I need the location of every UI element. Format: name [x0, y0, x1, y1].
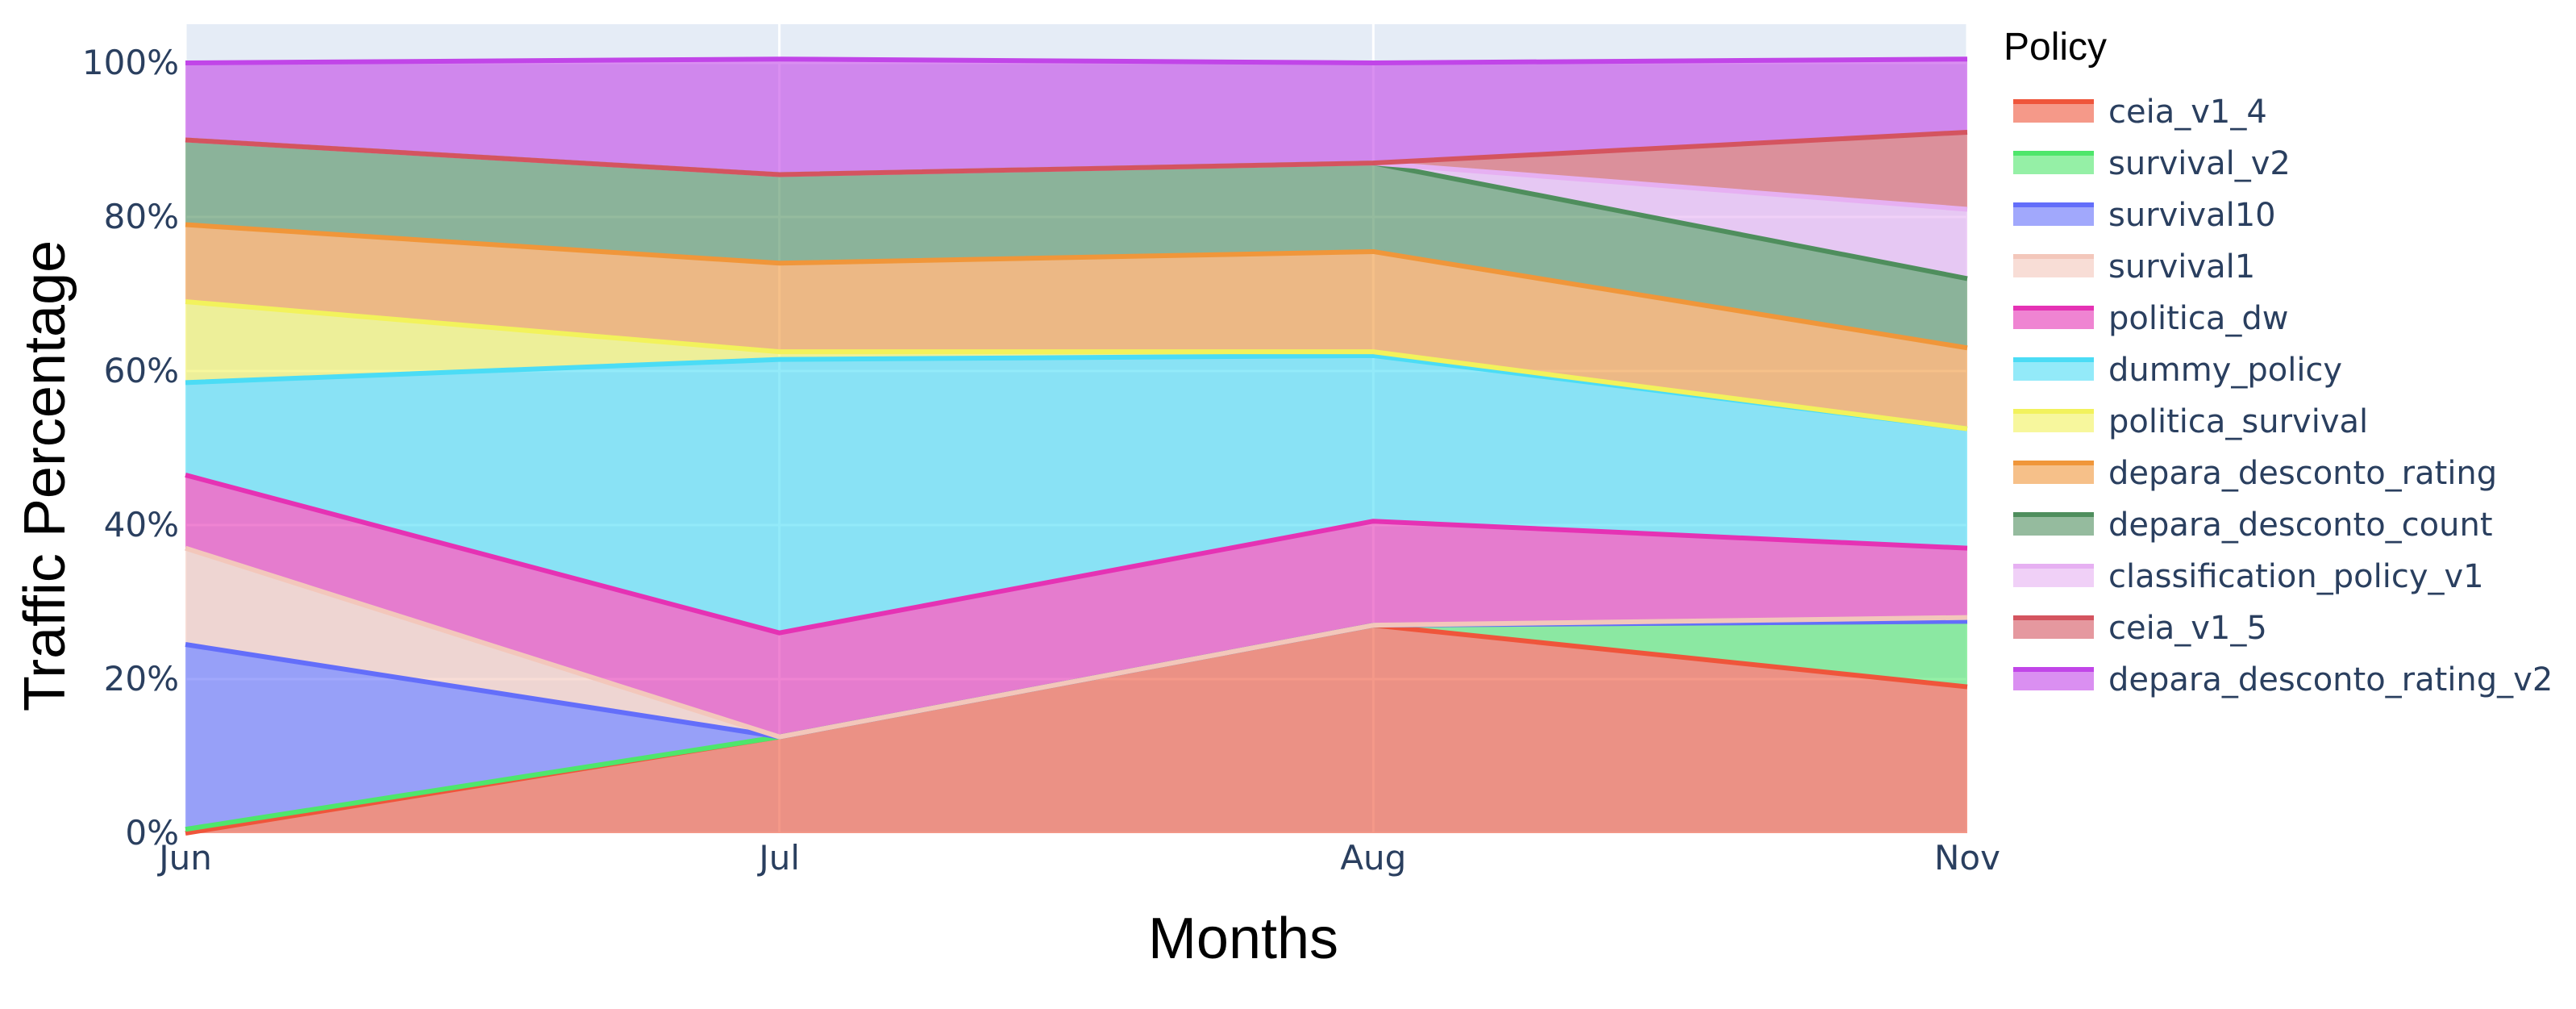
area-series — [185, 59, 1967, 833]
line-politica-dw — [185, 473, 1968, 636]
y-tick-label: 20% — [104, 659, 179, 698]
y-axis-title: Traffic Percentage — [13, 240, 77, 711]
legend-label: depara_desconto_count — [2108, 507, 2493, 544]
legend-label: dummy_policy — [2108, 352, 2342, 389]
legend-label: politica_dw — [2108, 300, 2289, 337]
series-lines — [185, 56, 1968, 836]
legend-item[interactable]: survival1 — [2013, 248, 2255, 286]
legend-label: depara_desconto_rating — [2108, 455, 2497, 492]
legend-item[interactable]: dummy_policy — [2013, 352, 2342, 389]
area-dummy-policy — [185, 355, 1967, 633]
legend-label: survival1 — [2108, 248, 2255, 286]
legend-item[interactable]: survival10 — [2013, 197, 2276, 234]
legend-item[interactable]: depara_desconto_rating_v2 — [2013, 661, 2553, 698]
legend-title: Policy — [2004, 26, 2107, 69]
legend-label: survival_v2 — [2108, 145, 2291, 182]
area-survival-v2 — [185, 621, 1967, 833]
legend-label: politica_survival — [2108, 403, 2368, 440]
legend-item[interactable]: depara_desconto_count — [2013, 507, 2493, 544]
line-survival1 — [185, 545, 1968, 740]
line-ceia-v1-5 — [185, 129, 1968, 177]
line-politica-survival — [185, 299, 1968, 432]
area-survival10 — [185, 621, 1967, 830]
x-tick-label: Nov — [1934, 838, 2000, 878]
y-tick-label: 0% — [125, 813, 179, 853]
area-ceia-v1-4 — [185, 625, 1967, 833]
y-axis-ticks: 0% 20% 40% 60% 80% 100% — [82, 43, 179, 853]
legend-item[interactable]: ceia_v1_5 — [2013, 610, 2267, 647]
legend-item[interactable]: survival_v2 — [2013, 145, 2291, 182]
area-politica-survival — [185, 302, 1967, 429]
area-depara-desconto-rating-v2 — [185, 59, 1967, 175]
legend-item[interactable]: politica_survival — [2013, 403, 2368, 440]
legend-label: ceia_v1_4 — [2108, 94, 2267, 131]
legend-label: ceia_v1_5 — [2108, 610, 2267, 647]
area-depara-desconto-rating — [185, 224, 1967, 429]
legend-item[interactable]: depara_desconto_rating — [2013, 455, 2497, 492]
legend-label: depara_desconto_rating_v2 — [2108, 661, 2553, 698]
y-tick-label: 40% — [104, 505, 179, 544]
x-axis-ticks: Jun Jul Aug Nov — [156, 838, 2000, 878]
y-tick-label: 80% — [104, 197, 179, 236]
legend-item[interactable]: politica_dw — [2013, 300, 2289, 337]
line-depara-desconto-rating — [185, 222, 1968, 351]
area-ceia-v1-5 — [185, 131, 1967, 210]
x-tick-label: Aug — [1340, 838, 1406, 878]
legend-label: classification_policy_v1 — [2108, 558, 2484, 595]
legend-label: survival10 — [2108, 197, 2276, 234]
line-depara-desconto-rating-v2 — [185, 56, 1968, 65]
area-politica-dw — [185, 474, 1967, 737]
x-tick-label: Jul — [756, 838, 800, 878]
x-axis-title: Months — [1148, 907, 1338, 971]
y-tick-label: 100% — [82, 43, 179, 82]
y-tick-label: 60% — [104, 351, 179, 390]
x-tick-label: Jun — [156, 838, 212, 878]
legend-item[interactable]: ceia_v1_4 — [2013, 94, 2267, 131]
legend: ceia_v1_4 survival_v2 survival10 survival1 p… — [2013, 94, 2553, 698]
legend-item[interactable]: classification_policy_v1 — [2013, 558, 2484, 595]
